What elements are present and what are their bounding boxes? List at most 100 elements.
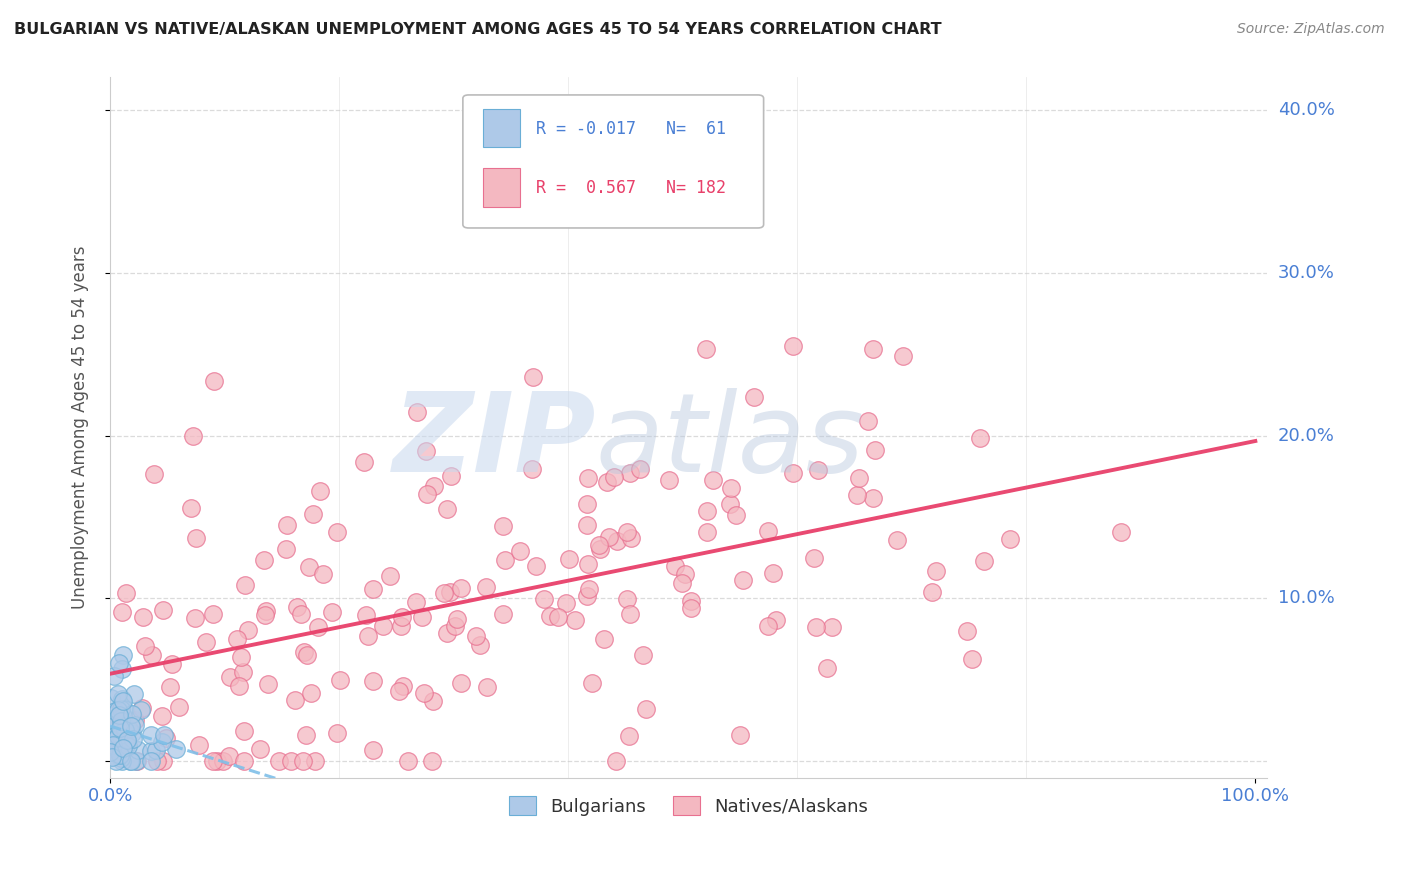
Point [558,552,581,566]
Point [104,729,127,743]
Point [105,747,128,761]
Point [415,486,437,500]
Point [696,524,718,539]
Point [361,742,384,756]
Point [115,586,138,600]
Point [111,741,134,756]
Point [443,618,465,632]
Point [696,504,718,518]
Point [321,605,343,619]
Point [450,676,472,690]
Point [118,754,141,768]
Point [782,339,804,353]
FancyBboxPatch shape [482,169,520,207]
Point [509,544,531,558]
Point [576,471,599,485]
Point [276,518,298,533]
Point [110,747,132,761]
Point [848,471,870,485]
Point [110,714,132,728]
Point [863,443,886,458]
Point [232,665,254,679]
Point [576,517,599,532]
Point [371,619,394,633]
Text: BULGARIAN VS NATIVE/ALASKAN UNEMPLOYMENT AMONG AGES 45 TO 54 YEARS CORRELATION C: BULGARIAN VS NATIVE/ALASKAN UNEMPLOYMENT… [14,22,942,37]
Point [104,736,127,750]
Point [628,462,651,476]
Point [619,607,641,621]
Point [160,657,183,671]
Text: Source: ZipAtlas.com: Source: ZipAtlas.com [1237,22,1385,37]
Point [886,533,908,547]
Point [733,573,755,587]
Point [115,739,138,753]
Point [326,726,349,740]
Point [124,718,146,732]
Point [98,745,121,759]
Point [111,605,134,619]
Point [353,455,375,469]
Point [554,596,576,610]
Point [124,713,146,727]
Point [108,721,131,735]
Point [312,566,335,581]
Point [921,585,943,599]
Point [718,496,741,510]
Point [100,750,122,764]
Point [152,754,174,768]
Point [118,722,141,736]
Point [671,576,693,591]
Point [598,530,620,544]
Point [139,754,162,768]
Point [606,533,628,548]
Point [308,484,330,499]
Point [100,747,122,762]
Point [226,632,249,646]
Point [150,735,173,749]
Point [433,586,456,600]
Point [110,751,132,765]
Point [354,607,377,622]
Point [111,709,134,723]
Point [122,687,145,701]
Point [575,589,598,603]
Point [695,343,717,357]
Point [436,626,458,640]
Point [201,607,224,621]
Point [205,754,228,768]
Point [302,508,325,522]
Point [520,462,543,476]
Point [143,467,166,481]
Point [249,741,271,756]
Point [233,724,256,739]
Point [845,488,868,502]
Point [439,584,461,599]
Point [235,578,257,592]
Point [120,719,142,733]
Point [232,754,254,768]
Point [292,645,315,659]
Point [782,466,804,480]
Point [756,619,779,633]
Point [806,620,828,634]
FancyBboxPatch shape [482,109,520,147]
Point [274,542,297,557]
Point [212,754,235,768]
Point [299,686,322,700]
Point [101,706,124,721]
Point [564,613,586,627]
Point [202,375,225,389]
Point [194,635,217,649]
Point [388,684,411,698]
Point [108,657,131,671]
Point [112,648,135,663]
Point [101,734,124,748]
Point [188,738,211,752]
Point [720,481,742,495]
Point [290,607,312,621]
Point [673,567,696,582]
Point [891,349,914,363]
Point [254,607,277,622]
Point [103,743,125,757]
Point [110,701,132,715]
